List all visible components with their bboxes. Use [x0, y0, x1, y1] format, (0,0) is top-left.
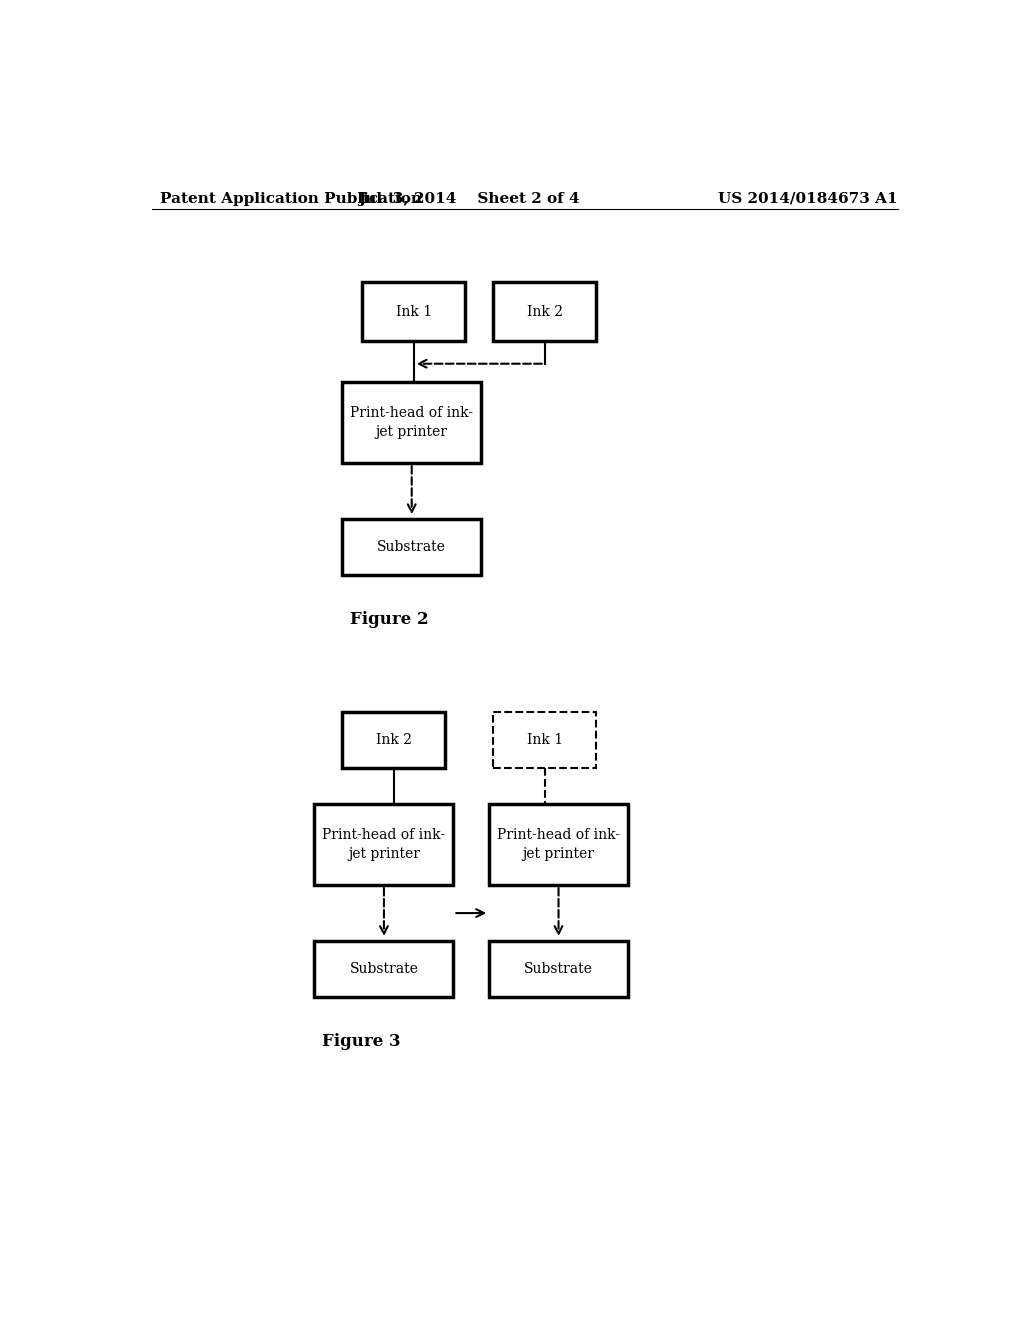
- Text: Print-head of ink-
jet printer: Print-head of ink- jet printer: [323, 828, 445, 861]
- Text: Print-head of ink-
jet printer: Print-head of ink- jet printer: [497, 828, 621, 861]
- Bar: [489, 941, 628, 997]
- Text: Print-head of ink-
jet printer: Print-head of ink- jet printer: [350, 407, 473, 438]
- Text: Ink 2: Ink 2: [376, 734, 412, 747]
- Text: Substrate: Substrate: [349, 962, 419, 975]
- Text: Figure 2: Figure 2: [350, 611, 429, 628]
- Text: Patent Application Publication: Patent Application Publication: [160, 191, 422, 206]
- Text: Jul. 3, 2014    Sheet 2 of 4: Jul. 3, 2014 Sheet 2 of 4: [358, 191, 580, 206]
- Bar: [342, 381, 481, 463]
- Text: Substrate: Substrate: [377, 540, 446, 554]
- Bar: [494, 282, 596, 342]
- Text: Ink 2: Ink 2: [526, 305, 562, 319]
- Text: US 2014/0184673 A1: US 2014/0184673 A1: [718, 191, 898, 206]
- Text: Figure 3: Figure 3: [323, 1032, 401, 1049]
- Bar: [314, 804, 454, 886]
- Bar: [489, 804, 628, 886]
- Bar: [362, 282, 465, 342]
- Text: Ink 1: Ink 1: [526, 734, 563, 747]
- Bar: [314, 941, 454, 997]
- Text: Ink 1: Ink 1: [395, 305, 432, 319]
- Bar: [342, 519, 481, 576]
- Bar: [342, 713, 445, 768]
- Text: Substrate: Substrate: [524, 962, 593, 975]
- Bar: [494, 713, 596, 768]
